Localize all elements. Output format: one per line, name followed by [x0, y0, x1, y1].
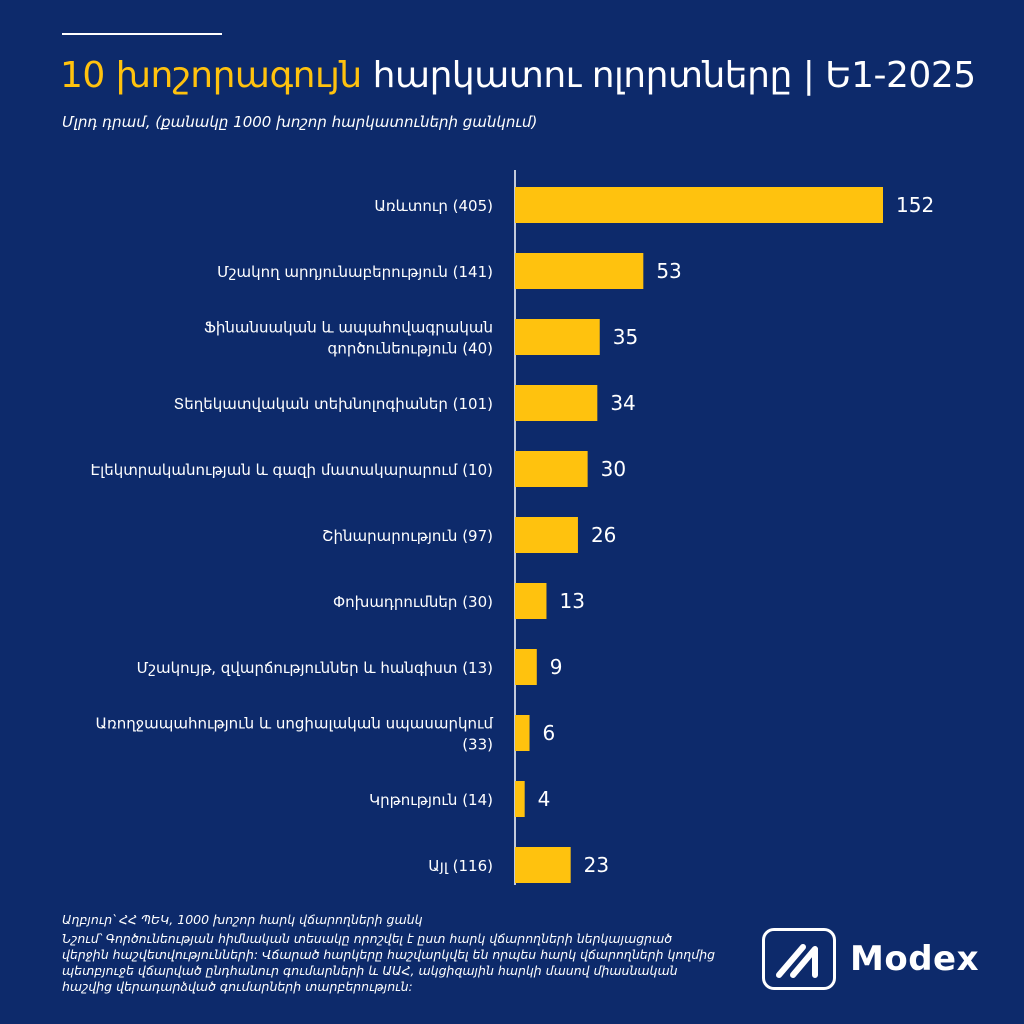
bar	[515, 253, 644, 289]
category-label: Շինարարություն (97)	[322, 527, 493, 545]
data-label: 34	[610, 391, 635, 415]
bar-chart: 152 Առևտուր (405) 53 Մշակող արդյունաբերությ…	[91, 170, 934, 885]
data-label: 152	[896, 193, 934, 217]
bar	[515, 781, 525, 817]
bar	[515, 715, 530, 751]
source-note: Աղբյուր՝ ՀՀ ՊԵԿ, 1000 խոշոր հարկ վճարողն…	[62, 912, 423, 927]
category-label: Ֆինանսական և ապահովագրական	[204, 319, 493, 337]
category-label: Այլ (116)	[428, 857, 493, 875]
category-label: Փոխադրումներ (30)	[333, 593, 493, 611]
data-label: 26	[591, 523, 616, 547]
category-label: Տեղեկատվական տեխնոլոգիաներ (101)	[174, 395, 493, 413]
category-label: Էլեկտրականության և գազի մատակարարում (10…	[91, 461, 493, 479]
data-label: 6	[543, 721, 556, 745]
bar	[515, 451, 588, 487]
chart-subtitle: Մլրդ դրամ, (քանակը 1000 խոշոր հարկատունե…	[62, 113, 538, 131]
category-label: Մշակող արդյունաբերություն (141)	[217, 263, 493, 281]
bar	[515, 319, 600, 355]
category-label: (33)	[462, 736, 493, 754]
data-label: 30	[601, 457, 626, 481]
category-label: գործունեություն (40)	[327, 340, 493, 358]
methodology-note: Նշում՝ Գործունեության հիմնական տեսակը որ…	[62, 931, 716, 994]
data-label: 23	[584, 853, 609, 877]
data-label: 9	[550, 655, 563, 679]
bar	[515, 187, 883, 223]
category-label: Առևտուր (405)	[374, 197, 493, 215]
category-label: Առողջապահություն և սոցիալական սպասարկում	[96, 715, 494, 733]
category-label: Մշակույթ, զվարճություններ և հանգիստ (13)	[137, 659, 493, 677]
modex-logo-icon	[762, 928, 836, 990]
footer: Աղբյուր՝ ՀՀ ՊԵԿ, 1000 խոշոր հարկ վճարողն…	[62, 912, 722, 998]
data-label: 35	[613, 325, 638, 349]
title-rest: հարկատու ոլորտները | Ե1-2025	[361, 55, 976, 96]
chart-title: 10 խոշորագույն հարկատու ոլորտները | Ե1-2…	[60, 52, 976, 100]
category-label: Կրթություն (14)	[369, 791, 493, 809]
title-top-rule	[62, 33, 222, 35]
data-label: 53	[656, 259, 681, 283]
bar	[515, 583, 547, 619]
bar	[515, 385, 598, 421]
data-label: 4	[538, 787, 551, 811]
title-highlight: 10 խոշորագույն	[60, 55, 362, 96]
bar	[515, 517, 578, 553]
logo-text: Modex	[850, 939, 980, 979]
bar	[515, 847, 571, 883]
bar	[515, 649, 537, 685]
brand-logo: Modex	[762, 926, 979, 992]
data-label: 13	[559, 589, 584, 613]
